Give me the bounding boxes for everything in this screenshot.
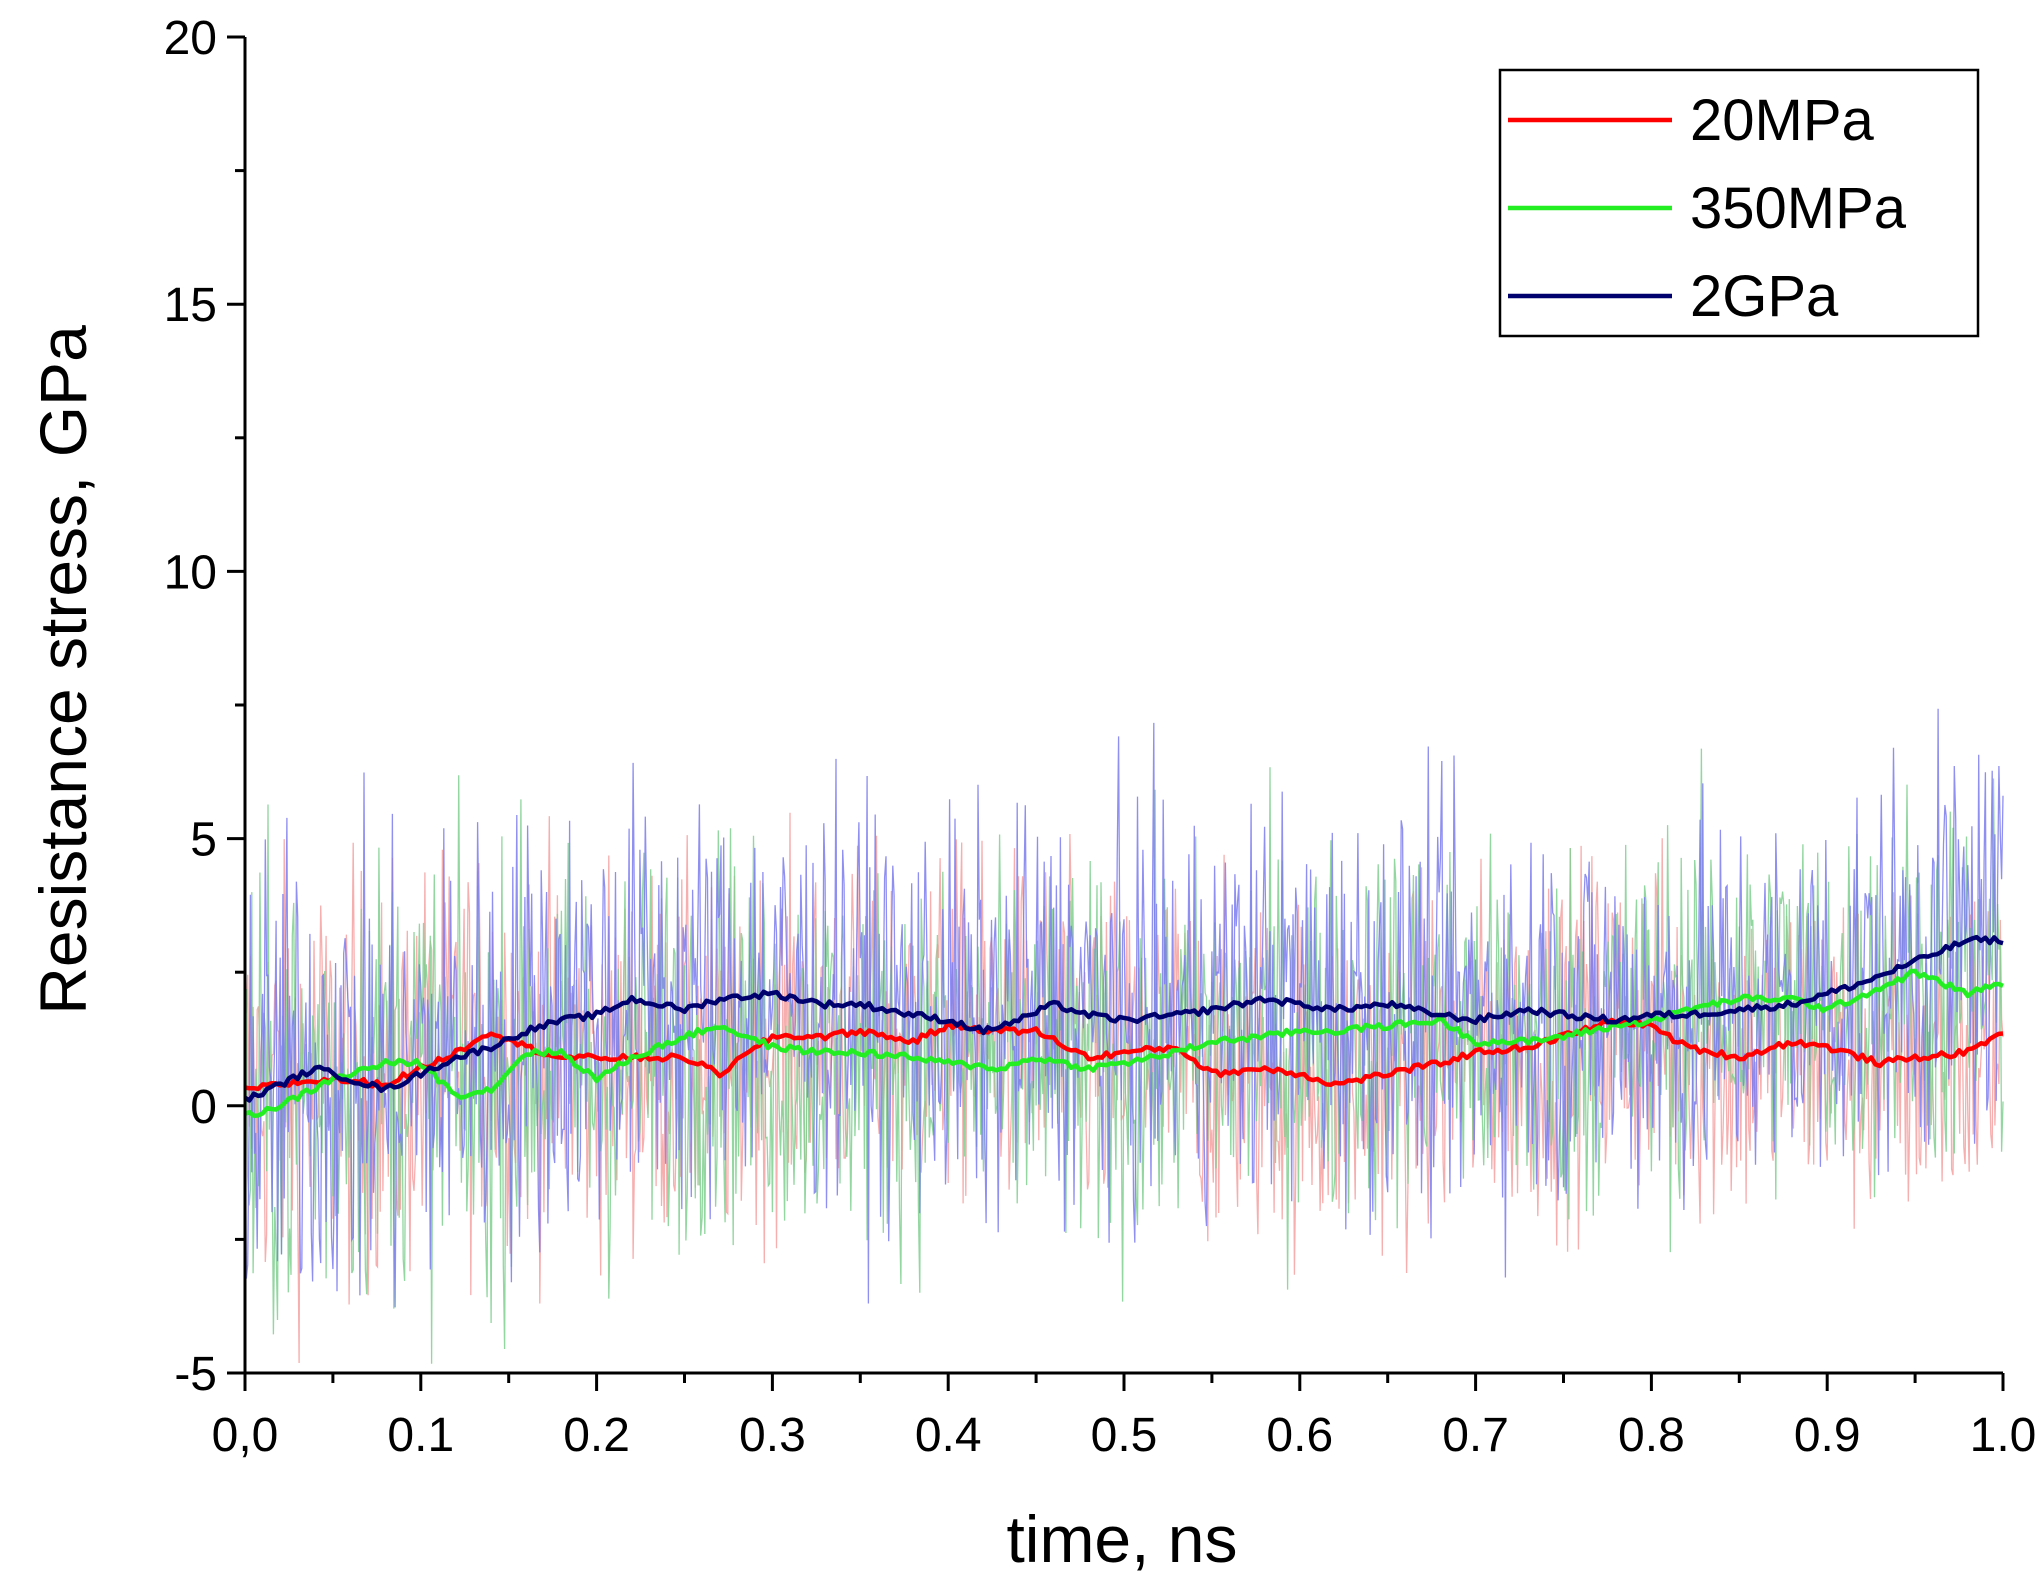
x-tick-label: 0.2 — [563, 1409, 630, 1462]
x-tick-label: 0.3 — [739, 1409, 806, 1462]
y-tick-label: 15 — [164, 279, 217, 332]
x-tick-label: 0,0 — [212, 1409, 279, 1462]
series-line-350MPa — [244, 968, 2004, 1119]
legend: 20MPa 350MPa 2GPa — [1498, 68, 1980, 338]
x-ticks: 0,0 0.1 0.2 0.3 0.4 0.5 0.6 0.7 0.8 0.9 1.0 — [212, 1373, 2037, 1462]
raw-trace-2GPa — [244, 708, 2004, 1308]
x-axis-title: time, ns — [1006, 1502, 1237, 1576]
legend-label-2GPa: 2GPa — [1690, 264, 1839, 329]
y-tick-label: 5 — [190, 814, 217, 867]
y-tick-label: 0 — [190, 1081, 217, 1134]
y-tick-label: 10 — [164, 546, 217, 599]
x-tick-label: 0.6 — [1266, 1409, 1333, 1462]
y-tick-label: -5 — [174, 1348, 217, 1401]
x-tick-label: 0.1 — [387, 1409, 454, 1462]
legend-label-20MPa: 20MPa — [1690, 88, 1875, 153]
x-tick-label: 0.8 — [1618, 1409, 1685, 1462]
legend-box — [1498, 68, 1980, 338]
x-tick-label: 0.5 — [1091, 1409, 1158, 1462]
smoothed-series-layer — [243, 934, 2004, 1119]
x-tick-label: 0.9 — [1794, 1409, 1861, 1462]
y-axis-title: Resistance stress, GPa — [26, 325, 100, 1015]
x-tick-label: 0.7 — [1442, 1409, 1509, 1462]
legend-label-350MPa: 350MPa — [1690, 176, 1907, 241]
x-tick-label: 1.0 — [1970, 1409, 2037, 1462]
x-tick-label: 0.4 — [915, 1409, 982, 1462]
y-ticks: -5 0 5 10 15 20 — [164, 12, 245, 1401]
series-line-2GPa — [243, 934, 2004, 1103]
y-tick-label: 20 — [164, 12, 217, 65]
